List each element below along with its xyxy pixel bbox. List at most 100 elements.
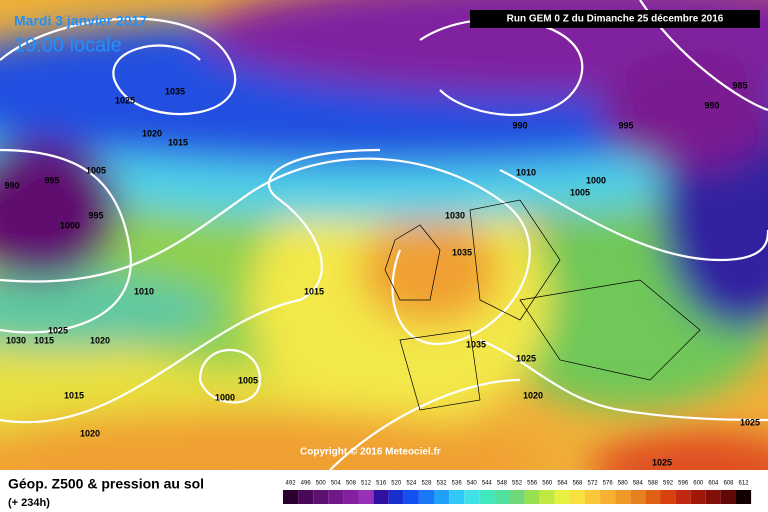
isobar-label: 1025 [48, 325, 68, 335]
scale-label: 560 [542, 481, 553, 487]
scale-cell [554, 490, 570, 504]
scale-label: 504 [331, 481, 342, 487]
isobar-label: 990 [512, 120, 527, 130]
isobar-label: 1005 [238, 375, 258, 385]
copyright: Copyright © 2016 Meteociel.fr [300, 447, 441, 458]
isobar-label: 1020 [142, 128, 162, 138]
date: Mardi 3 janvier 2017 [14, 13, 147, 29]
scale-label: 536 [452, 481, 463, 487]
isobar-label: 1010 [134, 286, 154, 296]
scale-label: 512 [361, 481, 372, 487]
isobar-label: 1030 [6, 335, 26, 345]
lead: (+ 234h) [8, 497, 50, 509]
scale-cell [600, 490, 616, 504]
isobar-label: 990 [4, 180, 19, 190]
scale-label: 608 [723, 481, 734, 487]
scale-label: 584 [633, 481, 644, 487]
scale-cell [464, 490, 480, 504]
scale-cell [630, 490, 646, 504]
isobar-label: 1030 [445, 210, 465, 220]
scale-cell [675, 490, 691, 504]
isobar-label: 1005 [86, 165, 106, 175]
scale-cell [298, 490, 314, 504]
isobar-label: 1020 [90, 335, 110, 345]
isobar-label: 1020 [80, 428, 100, 438]
scale-cell [434, 490, 450, 504]
scale-label: 548 [497, 481, 508, 487]
scale-label: 592 [663, 481, 674, 487]
scale-label: 556 [527, 481, 538, 487]
isobar-label: 1015 [64, 390, 84, 400]
scale-cell [388, 490, 404, 504]
scale-cell [720, 490, 736, 504]
isobar-label: 1015 [168, 137, 188, 147]
scale-cell [449, 490, 465, 504]
scale-label: 580 [618, 481, 629, 487]
scale-cell [328, 490, 344, 504]
isobar-label: 995 [44, 175, 59, 185]
isobar-label: 1025 [740, 417, 760, 427]
scale-cell [509, 490, 525, 504]
scale-cell [403, 490, 419, 504]
scale-cell [418, 490, 434, 504]
isobar-label: 1025 [115, 95, 135, 105]
isobar-label: 1025 [652, 457, 672, 467]
scale-label: 596 [678, 481, 689, 487]
scale-cell [736, 490, 752, 504]
scale-label: 600 [693, 481, 704, 487]
scale-label: 492 [286, 481, 297, 487]
scale-label: 496 [301, 481, 312, 487]
isobar-label: 990 [704, 100, 719, 110]
scale-label: 604 [708, 481, 719, 487]
scale-label: 524 [406, 481, 417, 487]
scale-cell [705, 490, 721, 504]
scale-label: 572 [588, 481, 599, 487]
isobar-label: 1005 [570, 187, 590, 197]
isobar-label: 1035 [466, 339, 486, 349]
isobar-label: 1000 [586, 175, 606, 185]
scale-label: 528 [421, 481, 432, 487]
scale-cell [660, 490, 676, 504]
run: Run GEM 0 Z du Dimanche 25 décembre 2016 [507, 14, 724, 25]
scale-label: 576 [603, 481, 614, 487]
isobar-label: 1020 [523, 390, 543, 400]
scale-cell [479, 490, 495, 504]
footer-title: Géop. Z500 & pression au sol [8, 476, 204, 492]
scale-cell [358, 490, 374, 504]
scale-label: 568 [572, 481, 583, 487]
isobar-label: 1010 [516, 167, 536, 177]
scale-cell [645, 490, 661, 504]
isobar-label: 1035 [452, 247, 472, 257]
isobar-label: 995 [88, 210, 103, 220]
scale-label: 540 [467, 481, 478, 487]
scale-cell [539, 490, 555, 504]
scale-cell [615, 490, 631, 504]
scale-cell [313, 490, 329, 504]
scale-cell [524, 490, 540, 504]
scale-label: 544 [482, 481, 493, 487]
scale-cell [283, 490, 299, 504]
isobar-label: 1025 [516, 353, 536, 363]
isobar-label: 995 [618, 120, 633, 130]
isobar-label: 1000 [60, 220, 80, 230]
isobar-label: 1015 [34, 335, 54, 345]
scale-cell [569, 490, 585, 504]
scale-cell [494, 490, 510, 504]
isobar-label: 1035 [165, 86, 185, 96]
isobar-label: 985 [732, 80, 747, 90]
scale-cell [343, 490, 359, 504]
scale-label: 532 [437, 481, 448, 487]
time: 19:00 locale [14, 34, 122, 56]
isobar-label: 1000 [215, 392, 235, 402]
scale-label: 500 [316, 481, 327, 487]
scale-label: 516 [376, 481, 387, 487]
scale-cell [585, 490, 601, 504]
scale-cell [690, 490, 706, 504]
scale-label: 552 [512, 481, 523, 487]
scale-cell [373, 490, 389, 504]
scale-label: 612 [739, 481, 750, 487]
scale-label: 588 [648, 481, 659, 487]
isobar-label: 1015 [304, 286, 324, 296]
